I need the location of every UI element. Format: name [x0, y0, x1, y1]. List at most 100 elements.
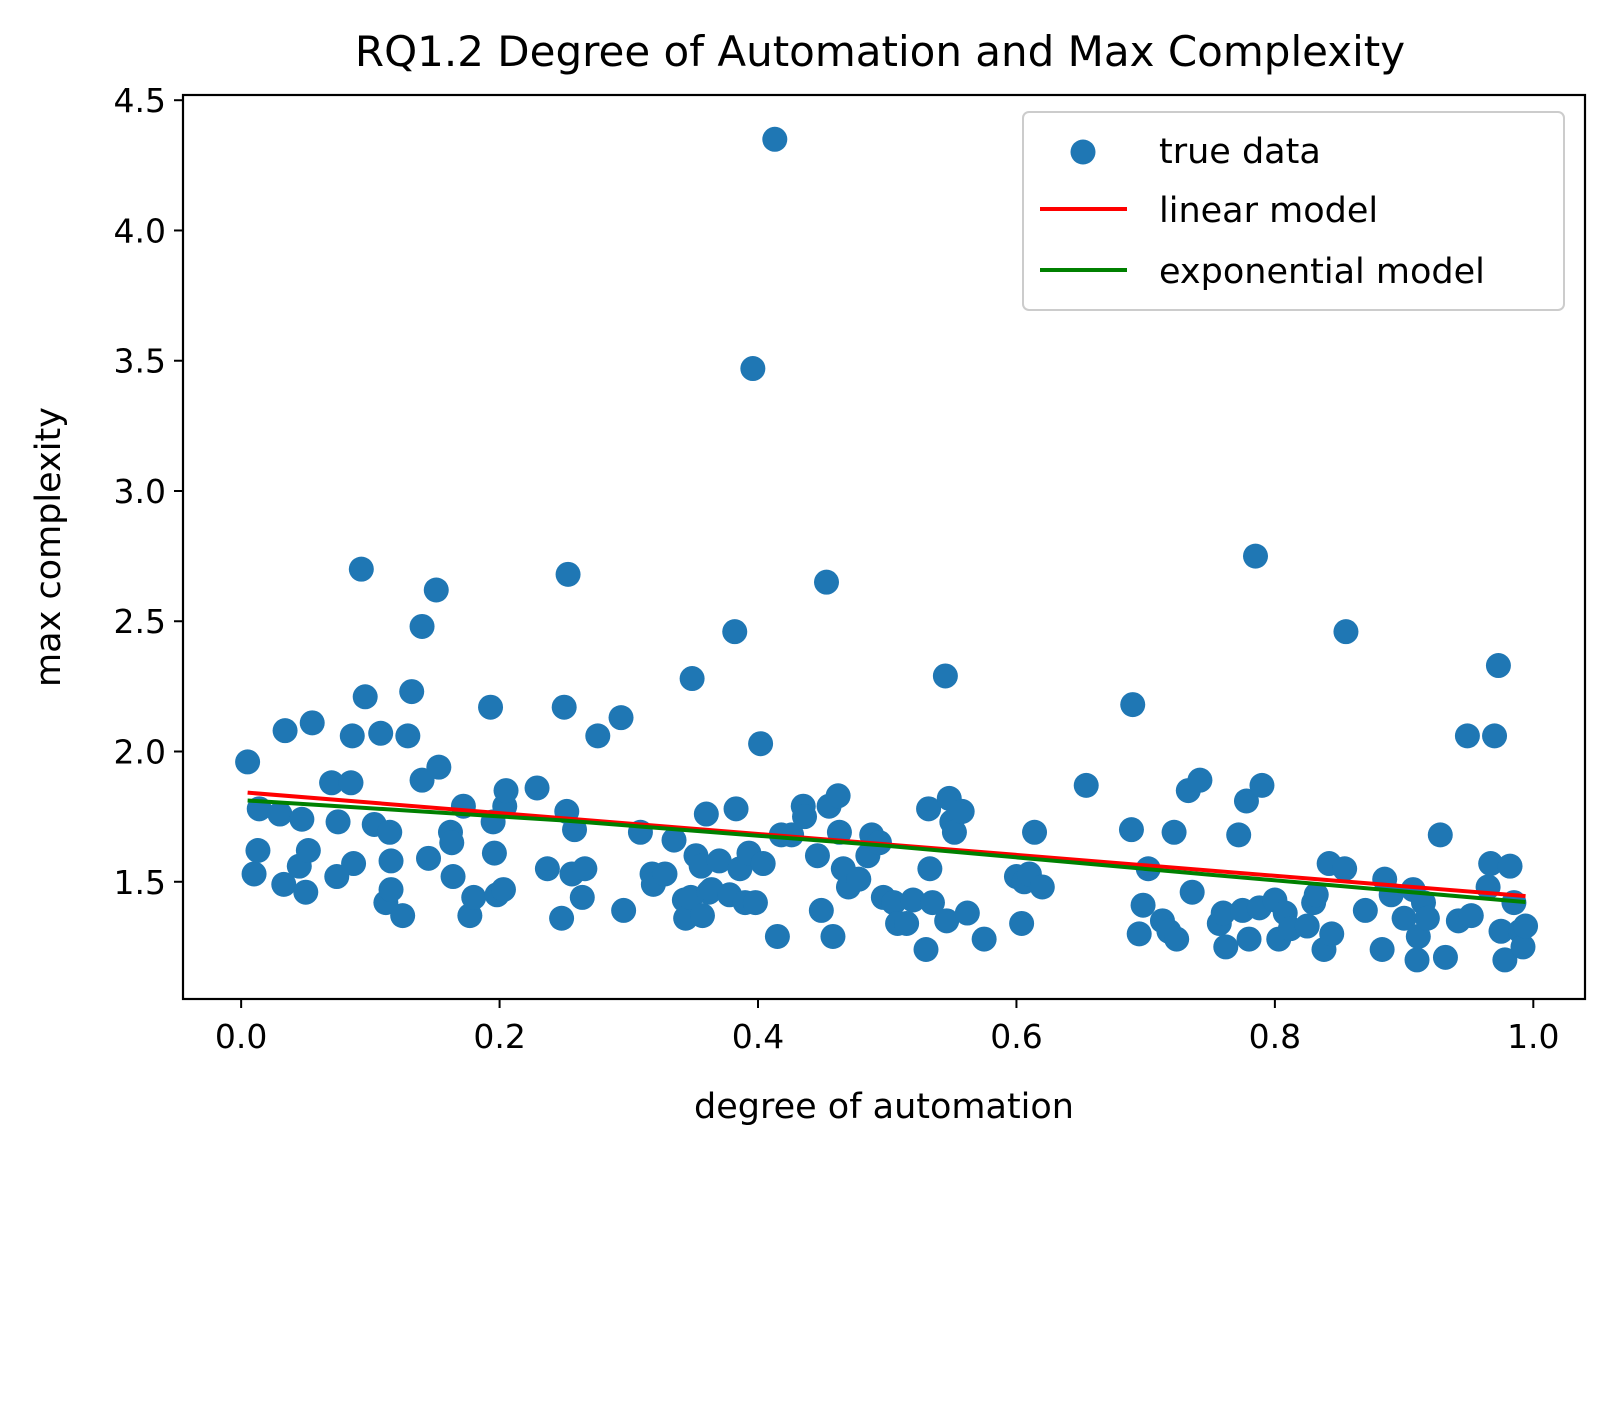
data-point	[426, 754, 452, 780]
exponential-model-line	[247, 798, 1526, 905]
x-axis-label: degree of automation	[694, 1087, 1074, 1127]
axes-frame	[181, 93, 1587, 1001]
data-point	[894, 910, 920, 936]
data-point	[804, 843, 830, 869]
data-point	[341, 851, 367, 877]
data-point	[1226, 822, 1252, 848]
data-point	[390, 903, 416, 929]
y-tick-label: 3.0	[114, 472, 166, 511]
data-point	[1213, 934, 1239, 960]
legend-marker-true-data	[1070, 139, 1096, 165]
data-point	[1513, 913, 1539, 939]
x-tick-label: 0.2	[473, 1017, 525, 1056]
data-point	[1120, 692, 1146, 718]
y-tick-label: 2.0	[114, 733, 166, 772]
data-point	[608, 705, 634, 731]
data-point	[1482, 723, 1508, 749]
data-point	[949, 798, 975, 824]
y-tick-label: 4.5	[114, 81, 166, 120]
data-point	[378, 877, 404, 903]
data-point	[524, 775, 550, 801]
data-point	[792, 804, 818, 830]
data-point	[916, 796, 942, 822]
data-point	[352, 684, 378, 710]
data-point	[1492, 947, 1518, 973]
legend-label-exponential-model: exponential model	[1159, 252, 1485, 292]
data-point	[919, 890, 945, 916]
data-point	[1391, 905, 1417, 931]
data-point	[271, 871, 297, 897]
data-point	[693, 801, 719, 827]
data-point	[241, 861, 267, 887]
data-point	[267, 801, 293, 827]
data-point	[423, 577, 449, 603]
data-point	[1022, 819, 1048, 845]
data-point	[932, 663, 958, 689]
data-point	[611, 897, 637, 923]
data-point	[409, 767, 435, 793]
data-point	[440, 864, 466, 890]
data-point	[1427, 822, 1453, 848]
y-axis-ticks: 1.5 2.0 2.5 3.0 3.5 4.0 4.5	[114, 81, 183, 902]
chart-title: RQ1.2 Degree of Automation and Max Compl…	[355, 27, 1405, 76]
x-tick-label: 0.8	[1249, 1017, 1301, 1056]
x-axis-ticks: 0.0 0.2 0.4 0.6 0.8 1.0	[215, 999, 1560, 1056]
data-point	[1404, 947, 1430, 973]
data-point	[1187, 767, 1213, 793]
y-axis-label: max complexity	[29, 407, 69, 687]
data-point	[1485, 653, 1511, 679]
data-point	[490, 877, 516, 903]
data-point	[1243, 543, 1268, 569]
data-point	[481, 840, 507, 866]
data-point	[954, 900, 980, 926]
plot-area	[235, 126, 1539, 973]
y-tick-label: 3.5	[114, 342, 166, 381]
data-point	[493, 778, 519, 804]
data-point	[416, 845, 442, 871]
data-point	[1488, 918, 1514, 944]
data-point	[689, 903, 715, 929]
data-point	[742, 890, 768, 916]
data-point	[971, 926, 997, 952]
data-point	[1352, 897, 1378, 923]
y-tick-label: 1.5	[114, 863, 166, 902]
data-point	[1179, 879, 1205, 905]
data-point	[549, 905, 575, 931]
data-point	[399, 679, 425, 705]
data-point	[1130, 892, 1156, 918]
data-point	[289, 806, 315, 832]
data-point	[934, 908, 960, 934]
data-point	[409, 613, 435, 639]
data-point	[1497, 853, 1523, 879]
data-point	[913, 937, 939, 962]
data-point	[319, 770, 345, 796]
data-point	[1319, 921, 1345, 947]
data-point	[368, 720, 394, 746]
data-point	[1161, 819, 1187, 845]
data-point	[1369, 937, 1395, 962]
data-point	[722, 619, 748, 645]
data-point	[1414, 905, 1440, 931]
data-point	[941, 819, 967, 845]
data-point	[750, 851, 776, 877]
data-point	[740, 356, 766, 382]
data-point	[748, 731, 774, 757]
data-point	[1294, 913, 1320, 939]
legend-label-linear-model: linear model	[1159, 191, 1378, 231]
data-point	[378, 848, 404, 874]
data-point	[1249, 772, 1275, 798]
data-point	[1454, 723, 1480, 749]
legend-label-true-data: true data	[1159, 132, 1321, 172]
data-point	[679, 666, 705, 692]
data-point	[825, 783, 851, 809]
x-tick-label: 0.4	[732, 1017, 784, 1056]
data-point	[235, 749, 261, 775]
data-point	[295, 838, 321, 863]
data-point	[569, 884, 595, 910]
data-point	[1233, 788, 1259, 814]
data-point	[272, 718, 298, 744]
data-point	[1510, 934, 1536, 960]
data-point	[377, 819, 403, 845]
y-tick-label: 4.0	[114, 211, 166, 250]
